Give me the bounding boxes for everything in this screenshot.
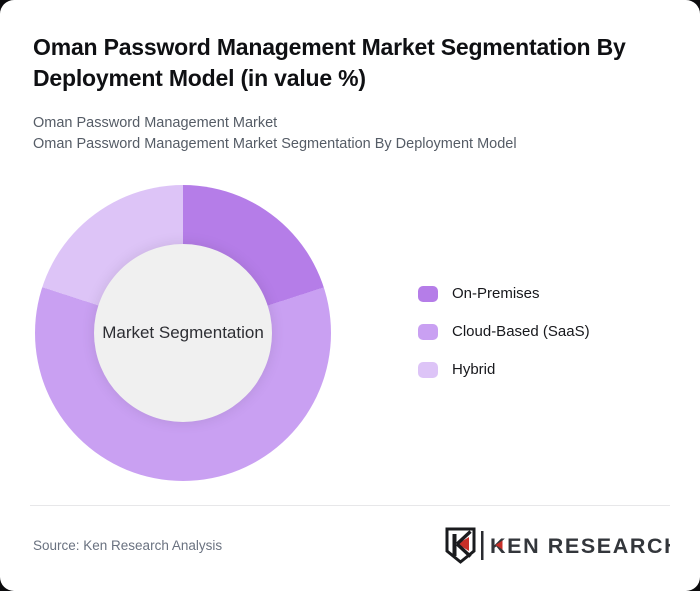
chart-title: Oman Password Management Market Segmenta…	[33, 34, 626, 91]
logo-k-accent	[495, 540, 503, 550]
legend-item-hybrid: Hybrid	[418, 361, 590, 378]
logo-wordmark: KEN RESEARCH	[490, 534, 670, 558]
chart-legend: On-Premises Cloud-Based (SaaS) Hybrid	[418, 285, 590, 399]
subtitle-line-2: Oman Password Management Market Segmenta…	[33, 136, 517, 152]
donut-chart: Market Segmentation	[35, 185, 331, 481]
legend-swatch-on-premises	[418, 285, 438, 302]
legend-item-cloud-based: Cloud-Based (SaaS)	[418, 323, 590, 340]
chart-subtitles: Oman Password Management Market Oman Pas…	[33, 113, 517, 155]
legend-label: Hybrid	[452, 361, 496, 378]
legend-label: On-Premises	[452, 285, 540, 302]
source-attribution: Source: Ken Research Analysis	[33, 538, 223, 553]
subtitle-line-1: Oman Password Management Market	[33, 115, 278, 131]
legend-label: Cloud-Based (SaaS)	[452, 323, 590, 340]
footer-divider	[30, 505, 670, 506]
legend-swatch-cloud-based	[418, 323, 438, 340]
logo-separator	[481, 531, 484, 560]
legend-item-on-premises: On-Premises	[418, 285, 590, 302]
ken-research-logo: KEN RESEARCH	[445, 527, 670, 564]
legend-swatch-hybrid	[418, 361, 438, 378]
donut-center-label: Market Segmentation	[102, 323, 264, 342]
donut-hole: Market Segmentation	[94, 244, 272, 422]
ken-research-shield-icon	[445, 527, 476, 564]
